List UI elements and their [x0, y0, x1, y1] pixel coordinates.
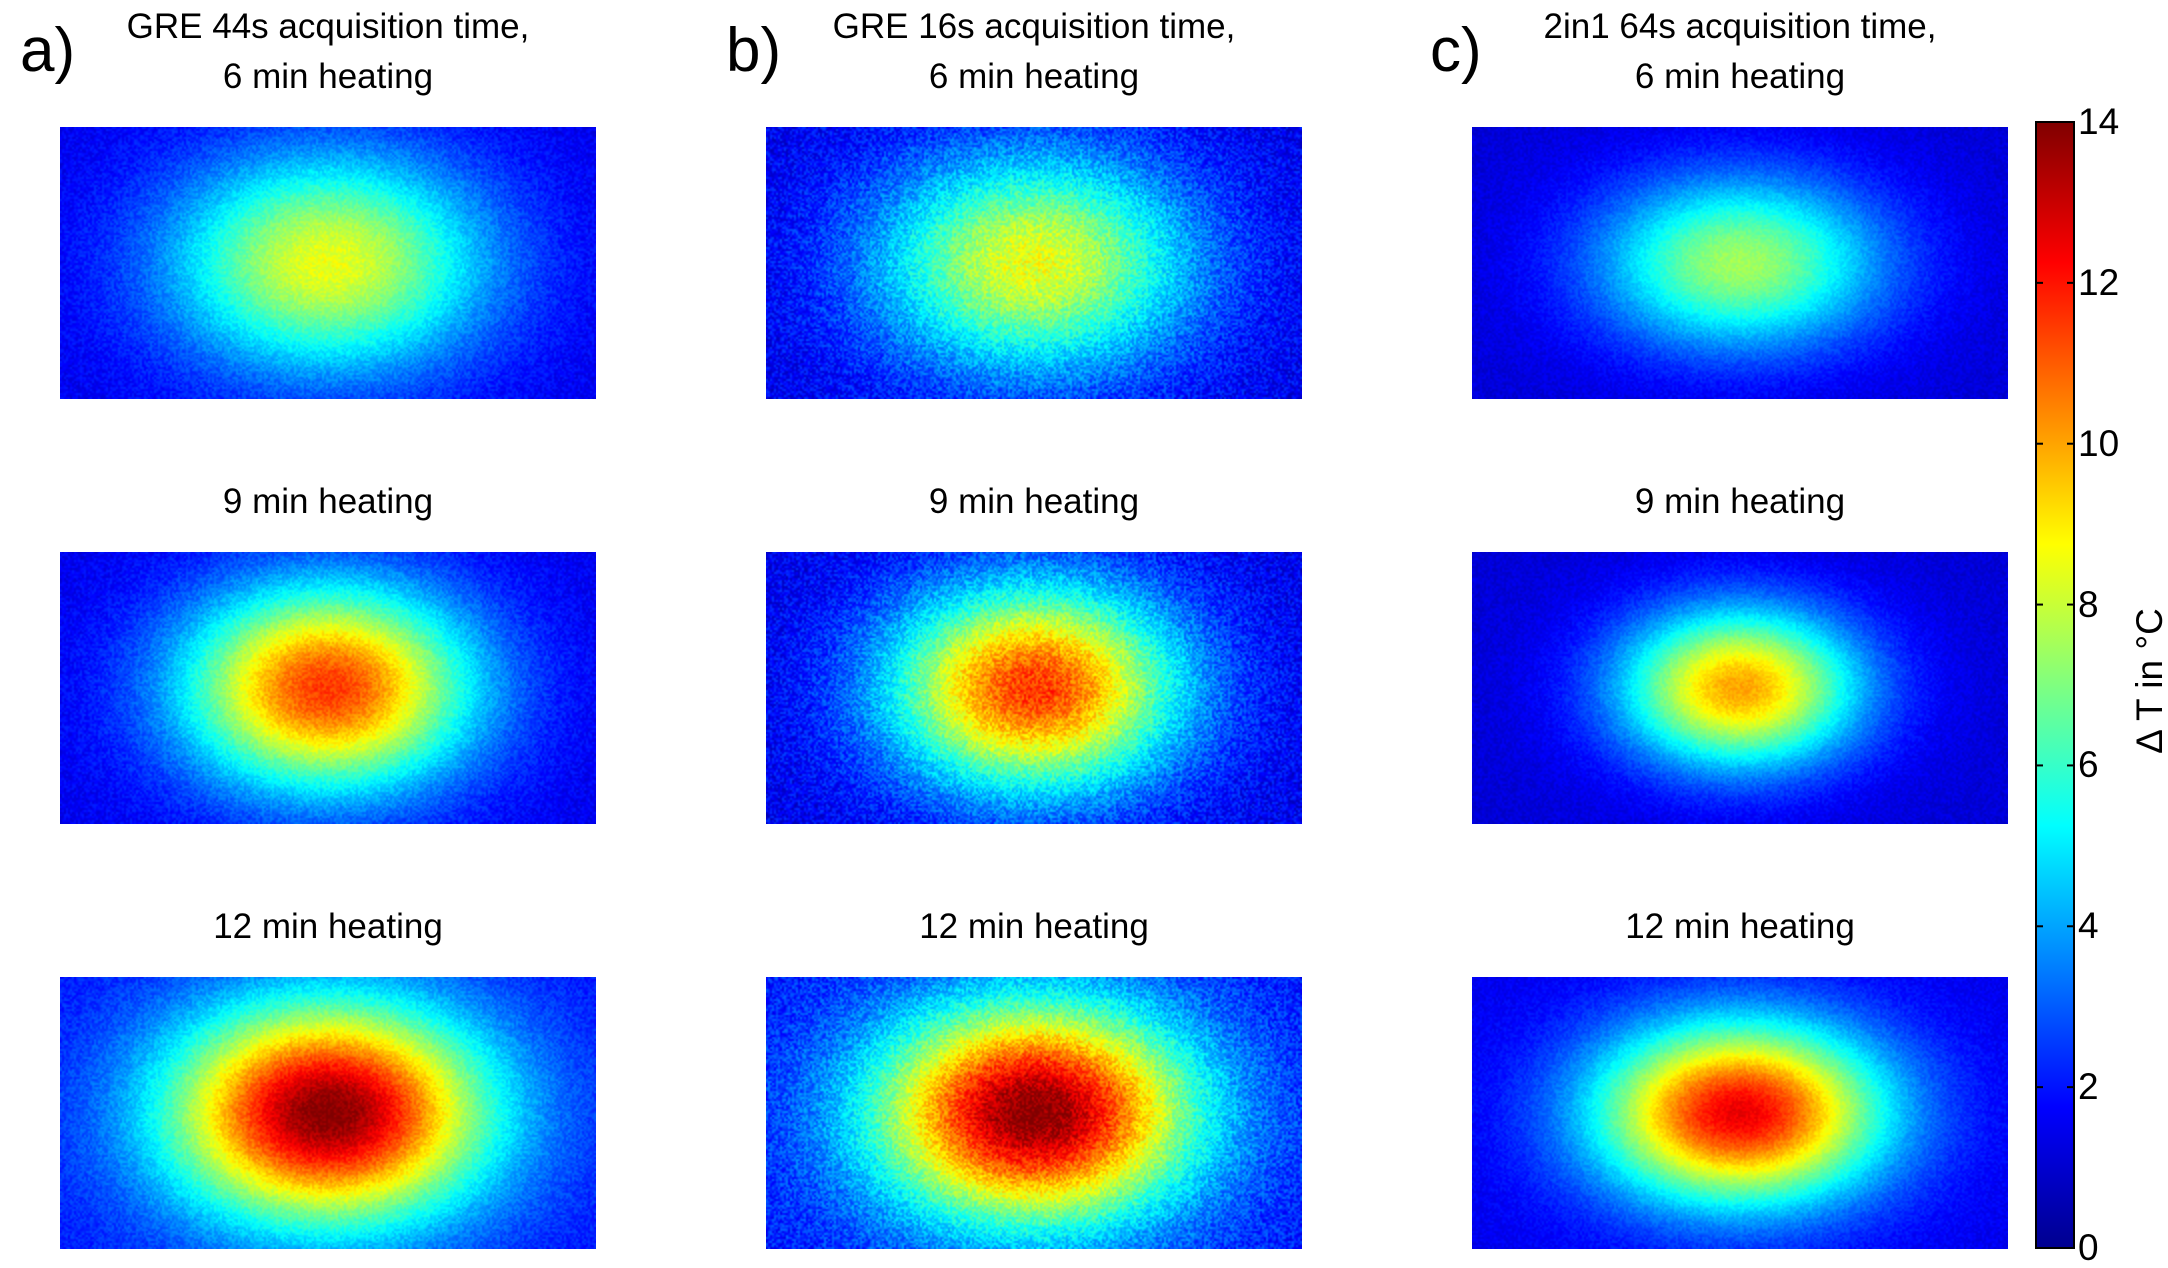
heatmap-a-9min [60, 552, 596, 824]
panel-label-a: a) [20, 16, 76, 85]
panel-a-title-line2: 6 min heating [222, 57, 434, 96]
panel-a-row2-title: 9 min heating [222, 482, 434, 521]
colorbar-tick-label: 8 [2078, 583, 2099, 625]
colorbar-gradient [2035, 121, 2075, 1249]
panel-b-title: GRE 16s acquisition time, 6 min heating [734, 2, 1334, 102]
heatmap-c-6min [1472, 127, 2008, 399]
heatmap-c-12min [1472, 977, 2008, 1249]
colorbar-tick-label: 12 [2078, 261, 2120, 303]
heatmap-b-12min [766, 977, 1302, 1249]
panel-b-title-line1: GRE 16s acquisition time, [832, 7, 1236, 46]
panel-b-row3-title: 12 min heating [919, 907, 1149, 946]
colorbar-tick-label: 4 [2078, 905, 2099, 947]
panel-label-b: b) [726, 16, 782, 85]
heatmap-c-9min [1472, 552, 2008, 824]
colorbar-tick-label: 2 [2078, 1066, 2099, 1108]
colorbar-tick-label: 10 [2078, 422, 2120, 464]
panel-a-row3-title: 12 min heating [213, 907, 443, 946]
heatmap-a-12min [60, 977, 596, 1249]
colorbar-tick-label: 14 [2078, 101, 2120, 142]
panel-a-title: GRE 44s acquisition time, 6 min heating [28, 2, 628, 102]
panel-b-title-line2: 6 min heating [928, 57, 1140, 96]
colorbar-title: Δ T in °C [2129, 608, 2168, 754]
panel-label-c: c) [1430, 16, 1482, 85]
heatmap-a-6min [60, 127, 596, 399]
panel-c-title: 2in1 64s acquisition time, 6 min heating [1440, 2, 2040, 102]
heatmap-b-9min [766, 552, 1302, 824]
panel-c-title-line1: 2in1 64s acquisition time, [1543, 7, 1937, 46]
colorbar-tick-label: 6 [2078, 744, 2099, 786]
panel-c-title-line2: 6 min heating [1634, 57, 1846, 96]
colorbar-tick-label: 0 [2078, 1227, 2099, 1268]
panel-c-row3-title: 12 min heating [1625, 907, 1855, 946]
colorbar-ticks [2036, 121, 2074, 1249]
panel-b-row2-title: 9 min heating [928, 482, 1140, 521]
heatmap-b-6min [766, 127, 1302, 399]
panel-c-row2-title: 9 min heating [1634, 482, 1846, 521]
panel-a-title-line1: GRE 44s acquisition time, [126, 7, 530, 46]
